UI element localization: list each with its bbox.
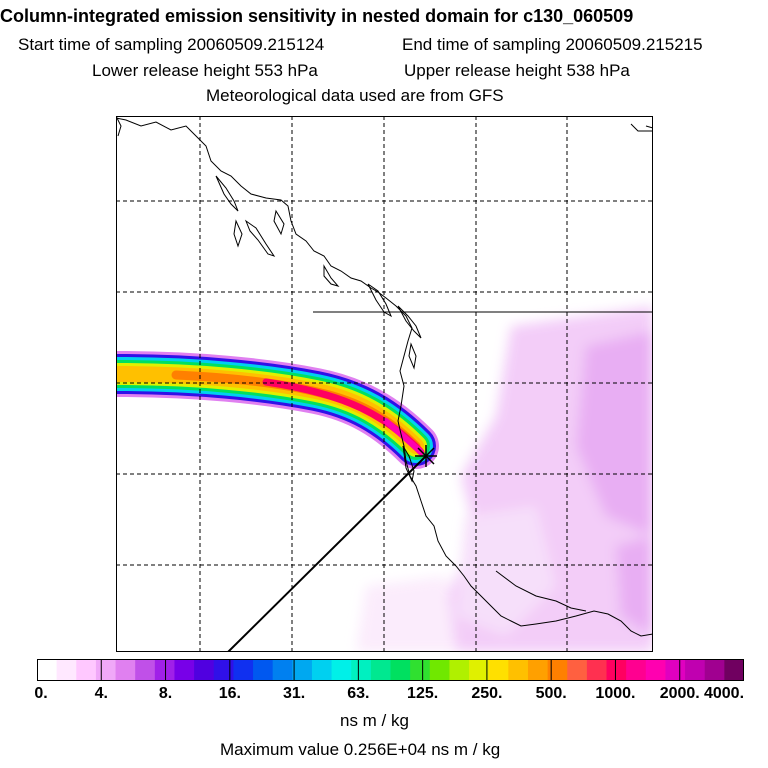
political-borders bbox=[313, 123, 653, 612]
colorbar-cell bbox=[547, 659, 568, 681]
colorbar-tick-label: 500. bbox=[535, 685, 567, 702]
colorbar-tick-label: 16. bbox=[218, 685, 241, 702]
colorbar-cell bbox=[115, 659, 136, 681]
colorbar-cell bbox=[154, 659, 175, 681]
colorbar-cell bbox=[410, 659, 431, 681]
colorbar-cell bbox=[626, 659, 647, 681]
colorbar bbox=[37, 659, 744, 681]
colorbar-dividers bbox=[100, 659, 681, 681]
colorbar-cell bbox=[527, 659, 549, 681]
colorbar-tick-label: 4. bbox=[94, 685, 108, 702]
flight-track bbox=[227, 455, 427, 652]
end-time-label: End time of sampling 20060509.215215 bbox=[402, 35, 703, 54]
colorbar-units: ns m / kg bbox=[340, 711, 409, 730]
colorbar-cells bbox=[37, 659, 744, 681]
colorbar-cell bbox=[724, 659, 744, 681]
colorbar-cell bbox=[370, 659, 391, 681]
colorbar-cell bbox=[586, 659, 608, 681]
colorbar-cell bbox=[213, 659, 234, 681]
colorbar-cell bbox=[685, 659, 706, 681]
colorbar-tick-label: 2000. bbox=[659, 685, 700, 702]
map-panel bbox=[116, 116, 653, 652]
colorbar-cell bbox=[95, 659, 117, 681]
colorbar-cell bbox=[253, 659, 274, 681]
colorbar-cell bbox=[606, 659, 627, 681]
upper-release-height-label: Upper release height 538 hPa bbox=[404, 61, 630, 80]
colorbar-cell bbox=[567, 659, 588, 681]
colorbar-cell bbox=[469, 659, 490, 681]
colorbar-tick-label: 250. bbox=[471, 685, 503, 702]
colorbar-cell bbox=[194, 659, 215, 681]
colorbar-cell bbox=[331, 659, 352, 681]
release-point-marker bbox=[415, 445, 437, 467]
start-time-label: Start time of sampling 20060509.215124 bbox=[18, 35, 325, 54]
colorbar-tick-label: 31. bbox=[282, 685, 306, 702]
colorbar-cell bbox=[174, 659, 195, 681]
lat-lon-grid bbox=[116, 116, 653, 652]
colorbar-frame bbox=[37, 659, 744, 681]
colorbar-cell bbox=[272, 659, 293, 681]
colorbar-cell bbox=[645, 659, 666, 681]
colorbar-cell bbox=[508, 659, 529, 681]
colorbar-cell bbox=[429, 659, 450, 681]
map-frame bbox=[116, 116, 653, 652]
colorbar-cell bbox=[311, 659, 333, 681]
met-data-label: Meteorological data used are from GFS bbox=[206, 86, 504, 105]
colorbar-cell bbox=[390, 659, 411, 681]
colorbar-cell bbox=[292, 659, 313, 681]
colorbar-tick-label: 0. bbox=[34, 685, 48, 702]
coastline bbox=[116, 116, 653, 637]
colorbar-cell bbox=[37, 659, 58, 681]
colorbar-cell bbox=[665, 659, 686, 681]
colorbar-cell bbox=[233, 659, 254, 681]
colorbar-tick-label: 8. bbox=[158, 685, 173, 702]
colorbar-cell bbox=[135, 659, 156, 681]
colorbar-tick-label: 125. bbox=[407, 685, 439, 702]
colorbar-cell bbox=[56, 659, 77, 681]
colorbar-cell bbox=[449, 659, 470, 681]
colorbar-cell bbox=[488, 659, 509, 681]
lower-release-height-label: Lower release height 553 hPa bbox=[92, 61, 318, 80]
chart-title: Column-integrated emission sensitivity i… bbox=[0, 6, 634, 26]
colorbar-cell bbox=[76, 659, 97, 681]
colorbar-tick-label: 4000. bbox=[703, 685, 745, 702]
maximum-value-label: Maximum value 0.256E+04 ns m / kg bbox=[220, 740, 501, 759]
colorbar-tick-label: 1000. bbox=[595, 685, 636, 702]
colorbar-tick-label: 63. bbox=[347, 685, 370, 702]
colorbar-cell bbox=[351, 659, 372, 681]
emission-plume bbox=[116, 351, 439, 469]
colorbar-cell bbox=[704, 659, 725, 681]
